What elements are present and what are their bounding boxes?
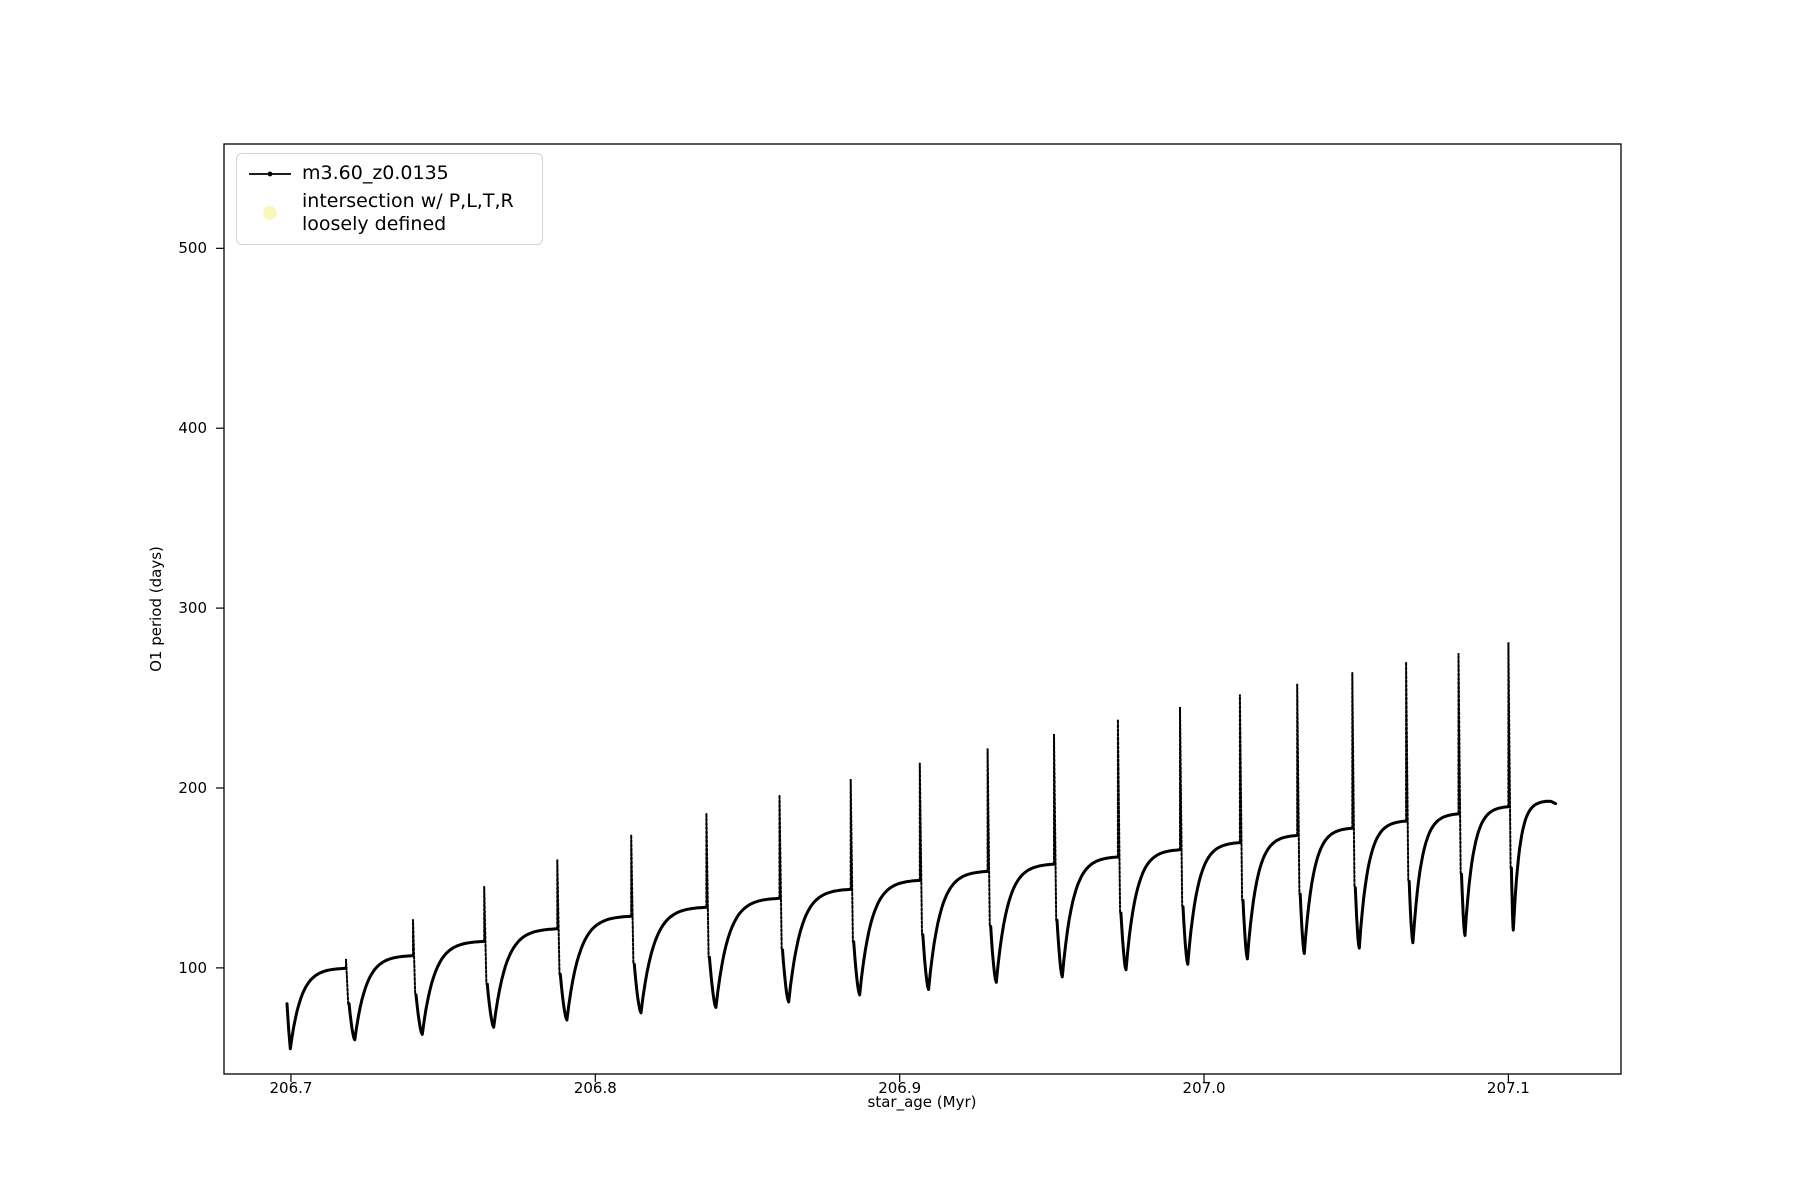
series-group [285, 642, 1558, 1051]
x-tick-label: 206.9 [878, 1079, 922, 1097]
legend-entry-line: m3.60_z0.0135 [246, 162, 532, 185]
y-tick-label: 500 [178, 239, 207, 258]
x-tick-label: 207.1 [1486, 1079, 1530, 1097]
line-with-dot-marker-icon [246, 164, 294, 184]
x-axis-label: star_age (Myr) [867, 1093, 977, 1111]
series-line [285, 799, 1558, 1051]
series-spikes [345, 642, 1512, 1005]
y-tick-label: 200 [178, 778, 207, 797]
scatter-circle-marker-icon [246, 190, 294, 236]
legend-label-series: m3.60_z0.0135 [302, 162, 449, 184]
y-tick-label: 300 [178, 599, 207, 618]
y-tick-label: 100 [178, 958, 207, 977]
legend-label-intersection-line2: loosely defined [302, 213, 447, 235]
tick-marks [216, 247, 1509, 1082]
y-tick-label: 400 [178, 419, 207, 438]
legend: m3.60_z0.0135 intersection w/ P,L,T,R lo… [236, 153, 543, 245]
axes-frame [223, 143, 1622, 1075]
legend-label-intersection: intersection w/ P,L,T,R loosely defined [302, 190, 514, 236]
x-tick-label: 206.8 [573, 1079, 617, 1097]
y-axis-label: O1 period (days) [147, 546, 165, 672]
x-tick-label: 206.7 [269, 1079, 313, 1097]
legend-label-intersection-line1: intersection w/ P,L,T,R [302, 190, 514, 212]
x-tick-label: 207.0 [1182, 1079, 1226, 1097]
legend-entry-scatter: intersection w/ P,L,T,R loosely defined [246, 190, 532, 236]
